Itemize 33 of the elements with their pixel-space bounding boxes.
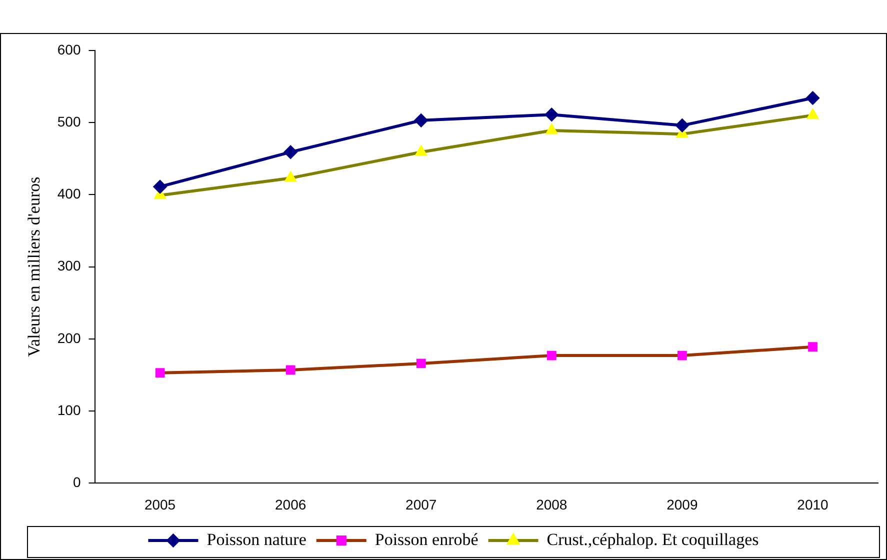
point [806,92,820,105]
y-tick-label: 100 [57,402,81,418]
point [807,109,818,120]
legend-label: Poisson nature [206,530,306,549]
point [545,108,558,122]
point [414,114,428,127]
y-tick-label: 600 [57,41,81,58]
x-tick-label: 2005 [144,496,176,512]
point [155,368,165,378]
y-tick-label: 0 [72,474,81,490]
point [546,124,558,134]
y-axis-title: Valeurs en milliers d'euros [24,176,44,357]
point [416,146,427,156]
y-tick-label: 200 [57,330,81,346]
point [546,350,556,360]
y-tick-label: 500 [57,113,81,130]
point [416,358,426,368]
x-tick-label: 2009 [666,496,698,512]
point [808,342,818,352]
point [676,118,689,132]
x-tick-label: 2008 [536,496,568,512]
x-tick-label: 2006 [274,496,306,512]
y-tick-label: 400 [57,186,81,202]
x-tick-label: 2007 [406,496,437,512]
legend-label: Poisson enrobé [374,530,478,549]
point [154,180,167,194]
y-tick-label: 300 [57,258,81,274]
point [284,146,298,159]
point [678,350,687,360]
x-tick-label: 2010 [797,496,829,512]
point [285,172,296,182]
legend-label: Crust.,céphalop. Et coquillages [546,530,759,549]
point [286,365,296,375]
